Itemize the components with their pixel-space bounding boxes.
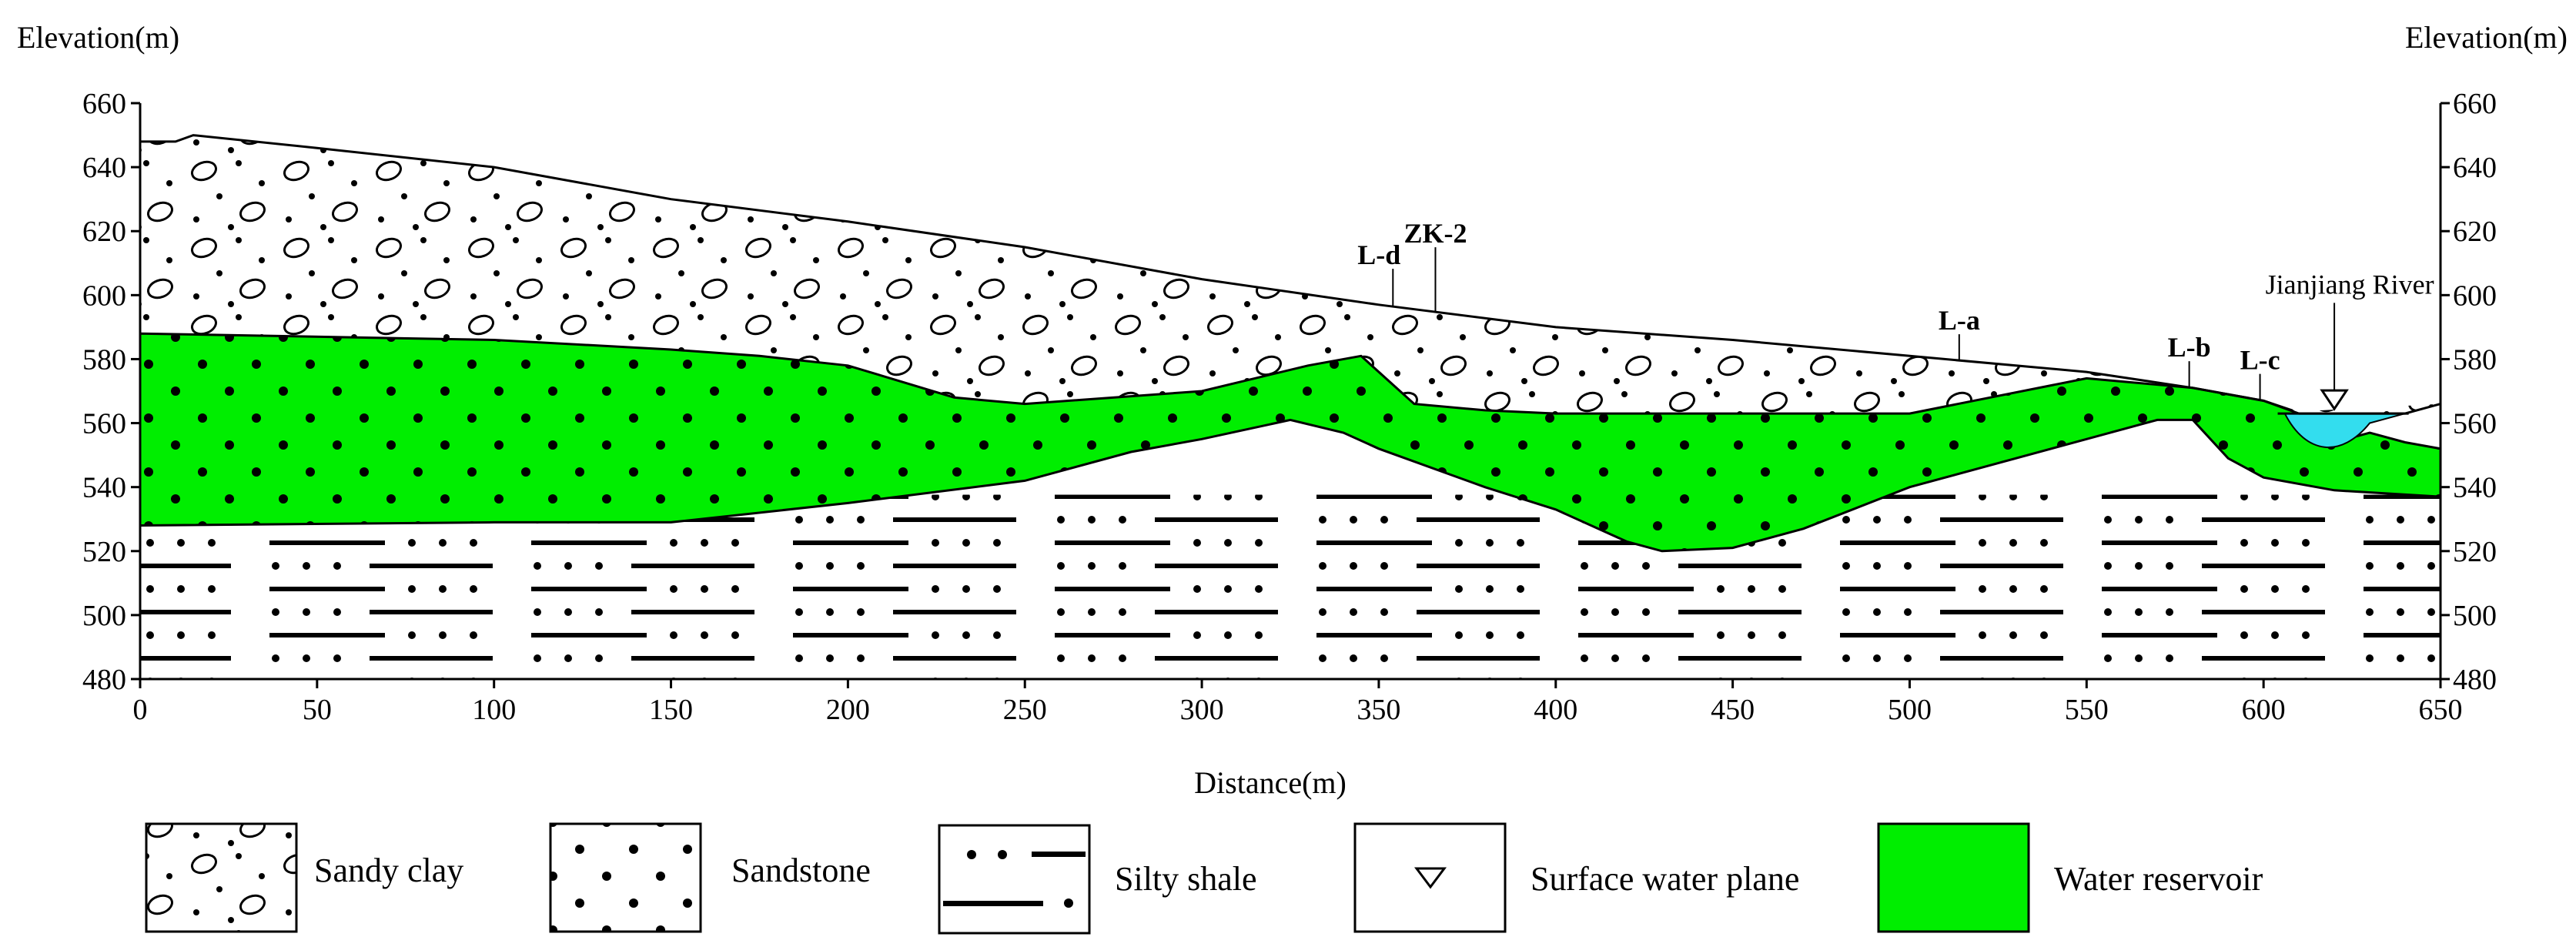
x-tick-label: 500 xyxy=(1888,694,1932,726)
x-tick-label: 600 xyxy=(2242,694,2286,726)
legend-label-reservoir: Water reservoir xyxy=(2054,860,2263,898)
axes: 6606406206005805605405205004806606406206… xyxy=(82,88,2497,726)
x-tick-label: 350 xyxy=(1357,694,1400,726)
legend-swatch-silty-shale xyxy=(938,824,1091,935)
legend-silty-shale-marks xyxy=(943,850,1086,908)
left-tick-label: 480 xyxy=(82,664,126,696)
legend-label-surface-water: Surface water plane xyxy=(1531,860,1799,898)
right-tick-label: 500 xyxy=(2453,600,2497,632)
legend-swatch-sandstone xyxy=(549,822,702,933)
x-tick-label: 400 xyxy=(1534,694,1577,726)
sandy-clay-layer xyxy=(140,135,2441,414)
left-tick-label: 600 xyxy=(82,279,126,312)
left-tick-label: 540 xyxy=(82,472,126,504)
legend-swatch-surface-water xyxy=(1353,822,1507,933)
legend-label-sandy-clay: Sandy clay xyxy=(314,852,463,889)
right-tick-label: 560 xyxy=(2453,408,2497,440)
x-tick-label: 0 xyxy=(133,694,148,726)
x-tick-label: 150 xyxy=(649,694,693,726)
sandstone-dots xyxy=(140,333,2441,551)
x-axis-title: Distance(m) xyxy=(1194,765,1347,800)
callout-zk-2: ZK-2 xyxy=(1403,218,1467,249)
callout-l-a: L-a xyxy=(1939,305,1980,336)
water-plane-icon xyxy=(1414,867,1447,889)
ground-surface-line xyxy=(140,134,2441,415)
callout-l-b: L-b xyxy=(2168,332,2211,363)
x-tick-label: 50 xyxy=(303,694,332,726)
x-tick-label: 650 xyxy=(2419,694,2463,726)
right-tick-label: 580 xyxy=(2453,343,2497,376)
callout-jianjiang-river: Jianjiang River xyxy=(2266,269,2434,299)
left-tick-label: 620 xyxy=(82,216,126,248)
jianjiang-river-water xyxy=(2283,413,2406,448)
right-axis-title: Elevation(m) xyxy=(2405,20,2568,55)
right-tick-label: 660 xyxy=(2453,88,2497,120)
right-tick-label: 480 xyxy=(2453,664,2497,696)
right-tick-label: 540 xyxy=(2453,472,2497,504)
silty-shale-layer xyxy=(140,494,2441,679)
right-tick-label: 600 xyxy=(2453,279,2497,312)
left-tick-label: 580 xyxy=(82,343,126,376)
legend: Sandy clay Sandstone Silty shale Surface… xyxy=(145,822,2263,935)
callout-l-d: L-d xyxy=(1357,239,1400,270)
left-tick-label: 560 xyxy=(82,408,126,440)
legend-label-silty-shale: Silty shale xyxy=(1115,860,1257,898)
left-tick-label: 500 xyxy=(82,600,126,632)
right-tick-label: 520 xyxy=(2453,536,2497,568)
left-tick-label: 660 xyxy=(82,88,126,120)
x-tick-label: 300 xyxy=(1180,694,1224,726)
x-tick-label: 250 xyxy=(1003,694,1047,726)
right-tick-label: 620 xyxy=(2453,216,2497,248)
left-tick-label: 640 xyxy=(82,152,126,184)
right-tick-label: 640 xyxy=(2453,152,2497,184)
water-plane-icon xyxy=(2320,389,2349,411)
callout-l-c: L-c xyxy=(2240,345,2280,376)
x-tick-label: 450 xyxy=(1711,694,1755,726)
x-tick-label: 200 xyxy=(826,694,870,726)
legend-label-sandstone: Sandstone xyxy=(731,852,871,889)
left-tick-label: 520 xyxy=(82,536,126,568)
x-tick-label: 100 xyxy=(472,694,516,726)
legend-swatch-reservoir xyxy=(1877,822,2030,933)
legend-swatch-sandy-clay xyxy=(145,822,298,933)
x-tick-label: 550 xyxy=(2065,694,2109,726)
left-axis-title: Elevation(m) xyxy=(17,20,179,55)
geologic-layers: L-dZK-2 L-a L-b L-c Jianjiang River xyxy=(139,134,2442,679)
